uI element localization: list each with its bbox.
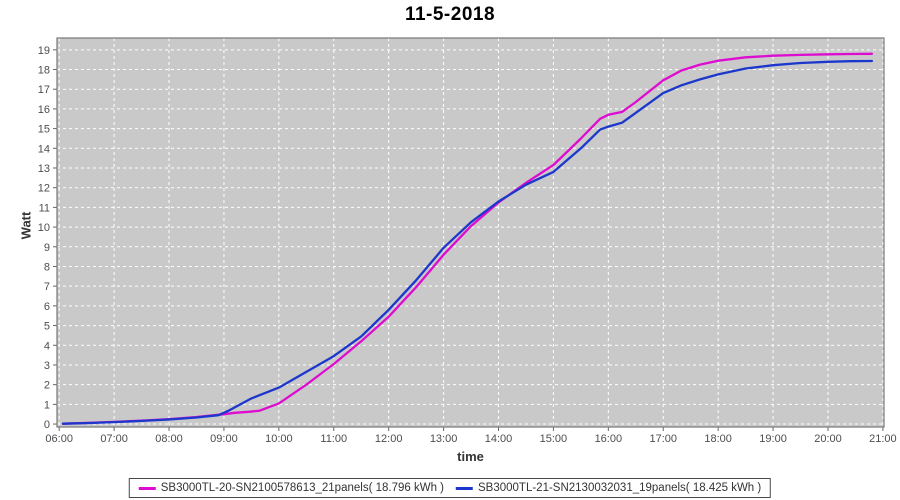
legend-line-swatch bbox=[456, 486, 473, 490]
x-tick-label: 21:00 bbox=[869, 433, 897, 445]
y-tick-label: 12 bbox=[38, 183, 50, 195]
legend-label: SB3000TL-21-SN2130032031_19panels( 18.42… bbox=[478, 482, 762, 494]
x-tick-label: 10:00 bbox=[265, 433, 293, 445]
y-tick-label: 16 bbox=[38, 104, 50, 116]
x-tick-label: 17:00 bbox=[649, 433, 677, 445]
x-tick-label: 15:00 bbox=[540, 433, 568, 445]
x-tick-label: 14:00 bbox=[485, 433, 513, 445]
y-tick-label: 17 bbox=[38, 84, 50, 96]
y-tick-label: 2 bbox=[44, 380, 50, 392]
y-tick-label: 6 bbox=[44, 301, 50, 313]
legend-item-1: SB3000TL-21-SN2130032031_19panels( 18.42… bbox=[456, 482, 761, 494]
y-tick-label: 13 bbox=[38, 163, 50, 175]
y-tick-label: 7 bbox=[44, 281, 50, 293]
y-axis-title: Watt bbox=[18, 211, 34, 240]
x-axis-title: time bbox=[457, 449, 484, 464]
y-tick-label: 9 bbox=[44, 242, 50, 254]
x-tick-label: 20:00 bbox=[814, 433, 842, 445]
y-tick-label: 11 bbox=[39, 202, 50, 214]
y-tick-label: 10 bbox=[38, 222, 50, 234]
y-tick-label: 15 bbox=[38, 124, 50, 136]
chart-title: 11-5-2018 bbox=[404, 4, 496, 25]
y-tick-label: 18 bbox=[38, 65, 50, 77]
x-tick-label: 06:00 bbox=[45, 433, 73, 445]
x-tick-label: 12:00 bbox=[375, 433, 403, 445]
x-tick-label: 18:00 bbox=[704, 433, 732, 445]
x-tick-label: 07:00 bbox=[100, 433, 128, 445]
x-tick-label: 08:00 bbox=[155, 433, 183, 445]
plot-border bbox=[56, 37, 885, 428]
x-tick-label: 16:00 bbox=[595, 433, 623, 445]
x-tick-label: 09:00 bbox=[210, 433, 238, 445]
plot-background bbox=[57, 38, 884, 427]
y-tick-label: 14 bbox=[38, 143, 50, 155]
legend: SB3000TL-20-SN2100578613_21panels( 18.79… bbox=[128, 478, 772, 498]
y-tick-label: 5 bbox=[44, 321, 50, 333]
y-tick-label: 4 bbox=[44, 340, 50, 352]
x-tick-label: 11:00 bbox=[320, 433, 347, 445]
x-tick-label: 13:00 bbox=[430, 433, 458, 445]
legend-line-swatch bbox=[138, 486, 156, 490]
legend-label: SB3000TL-20-SN2100578613_21panels( 18.79… bbox=[160, 482, 444, 494]
y-tick-label: 1 bbox=[44, 399, 50, 411]
y-tick-label: 19 bbox=[38, 45, 50, 57]
x-tick-label: 19:00 bbox=[759, 433, 787, 445]
legend-item-0: SB3000TL-20-SN2100578613_21panels( 18.79… bbox=[138, 482, 444, 494]
series-line-1 bbox=[61, 59, 874, 425]
y-tick-label: 0 bbox=[44, 419, 50, 431]
y-tick-label: 3 bbox=[44, 360, 50, 372]
y-tick-label: 8 bbox=[44, 261, 50, 273]
